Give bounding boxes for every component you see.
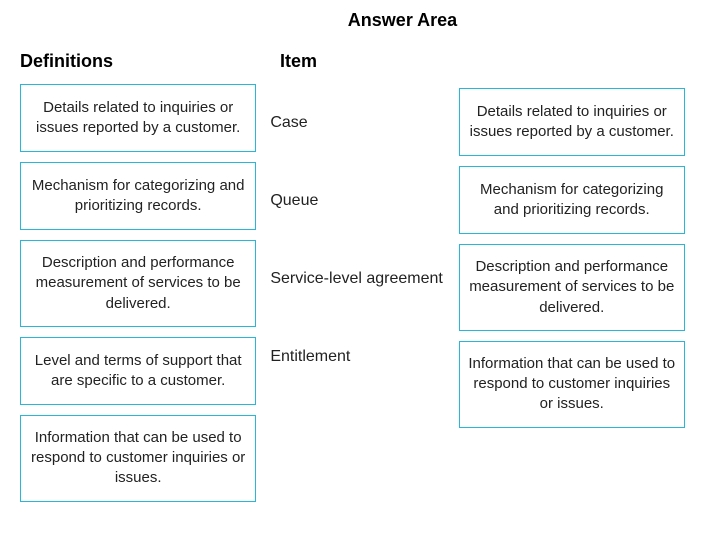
answer-box[interactable]: Details related to inquiries or issues r… bbox=[459, 88, 685, 156]
answer-box[interactable]: Mechanism for categorizing and prioritiz… bbox=[459, 166, 685, 234]
item-label: Queue bbox=[266, 162, 448, 240]
definition-box[interactable]: Information that can be used to respond … bbox=[20, 415, 256, 502]
definition-box[interactable]: Mechanism for categorizing and prioritiz… bbox=[20, 162, 256, 230]
definitions-column: Details related to inquiries or issues r… bbox=[20, 84, 256, 502]
definition-box[interactable]: Description and performance measurement … bbox=[20, 240, 256, 327]
answer-box[interactable]: Information that can be used to respond … bbox=[459, 341, 685, 428]
definition-box[interactable]: Level and terms of support that are spec… bbox=[20, 337, 256, 405]
item-label: Entitlement bbox=[266, 318, 448, 396]
item-label: Case bbox=[266, 84, 448, 162]
page-title: Answer Area bbox=[120, 10, 685, 31]
items-column: Case Queue Service-level agreement Entit… bbox=[266, 84, 448, 502]
answer-box[interactable]: Description and performance measurement … bbox=[459, 244, 685, 331]
column-headers: Definitions Item bbox=[20, 51, 685, 72]
header-definitions: Definitions bbox=[20, 51, 260, 72]
header-item: Item bbox=[280, 51, 317, 72]
content-area: Details related to inquiries or issues r… bbox=[20, 84, 685, 502]
answers-column: Details related to inquiries or issues r… bbox=[459, 88, 685, 502]
definition-box[interactable]: Details related to inquiries or issues r… bbox=[20, 84, 256, 152]
item-label: Service-level agreement bbox=[266, 240, 448, 318]
